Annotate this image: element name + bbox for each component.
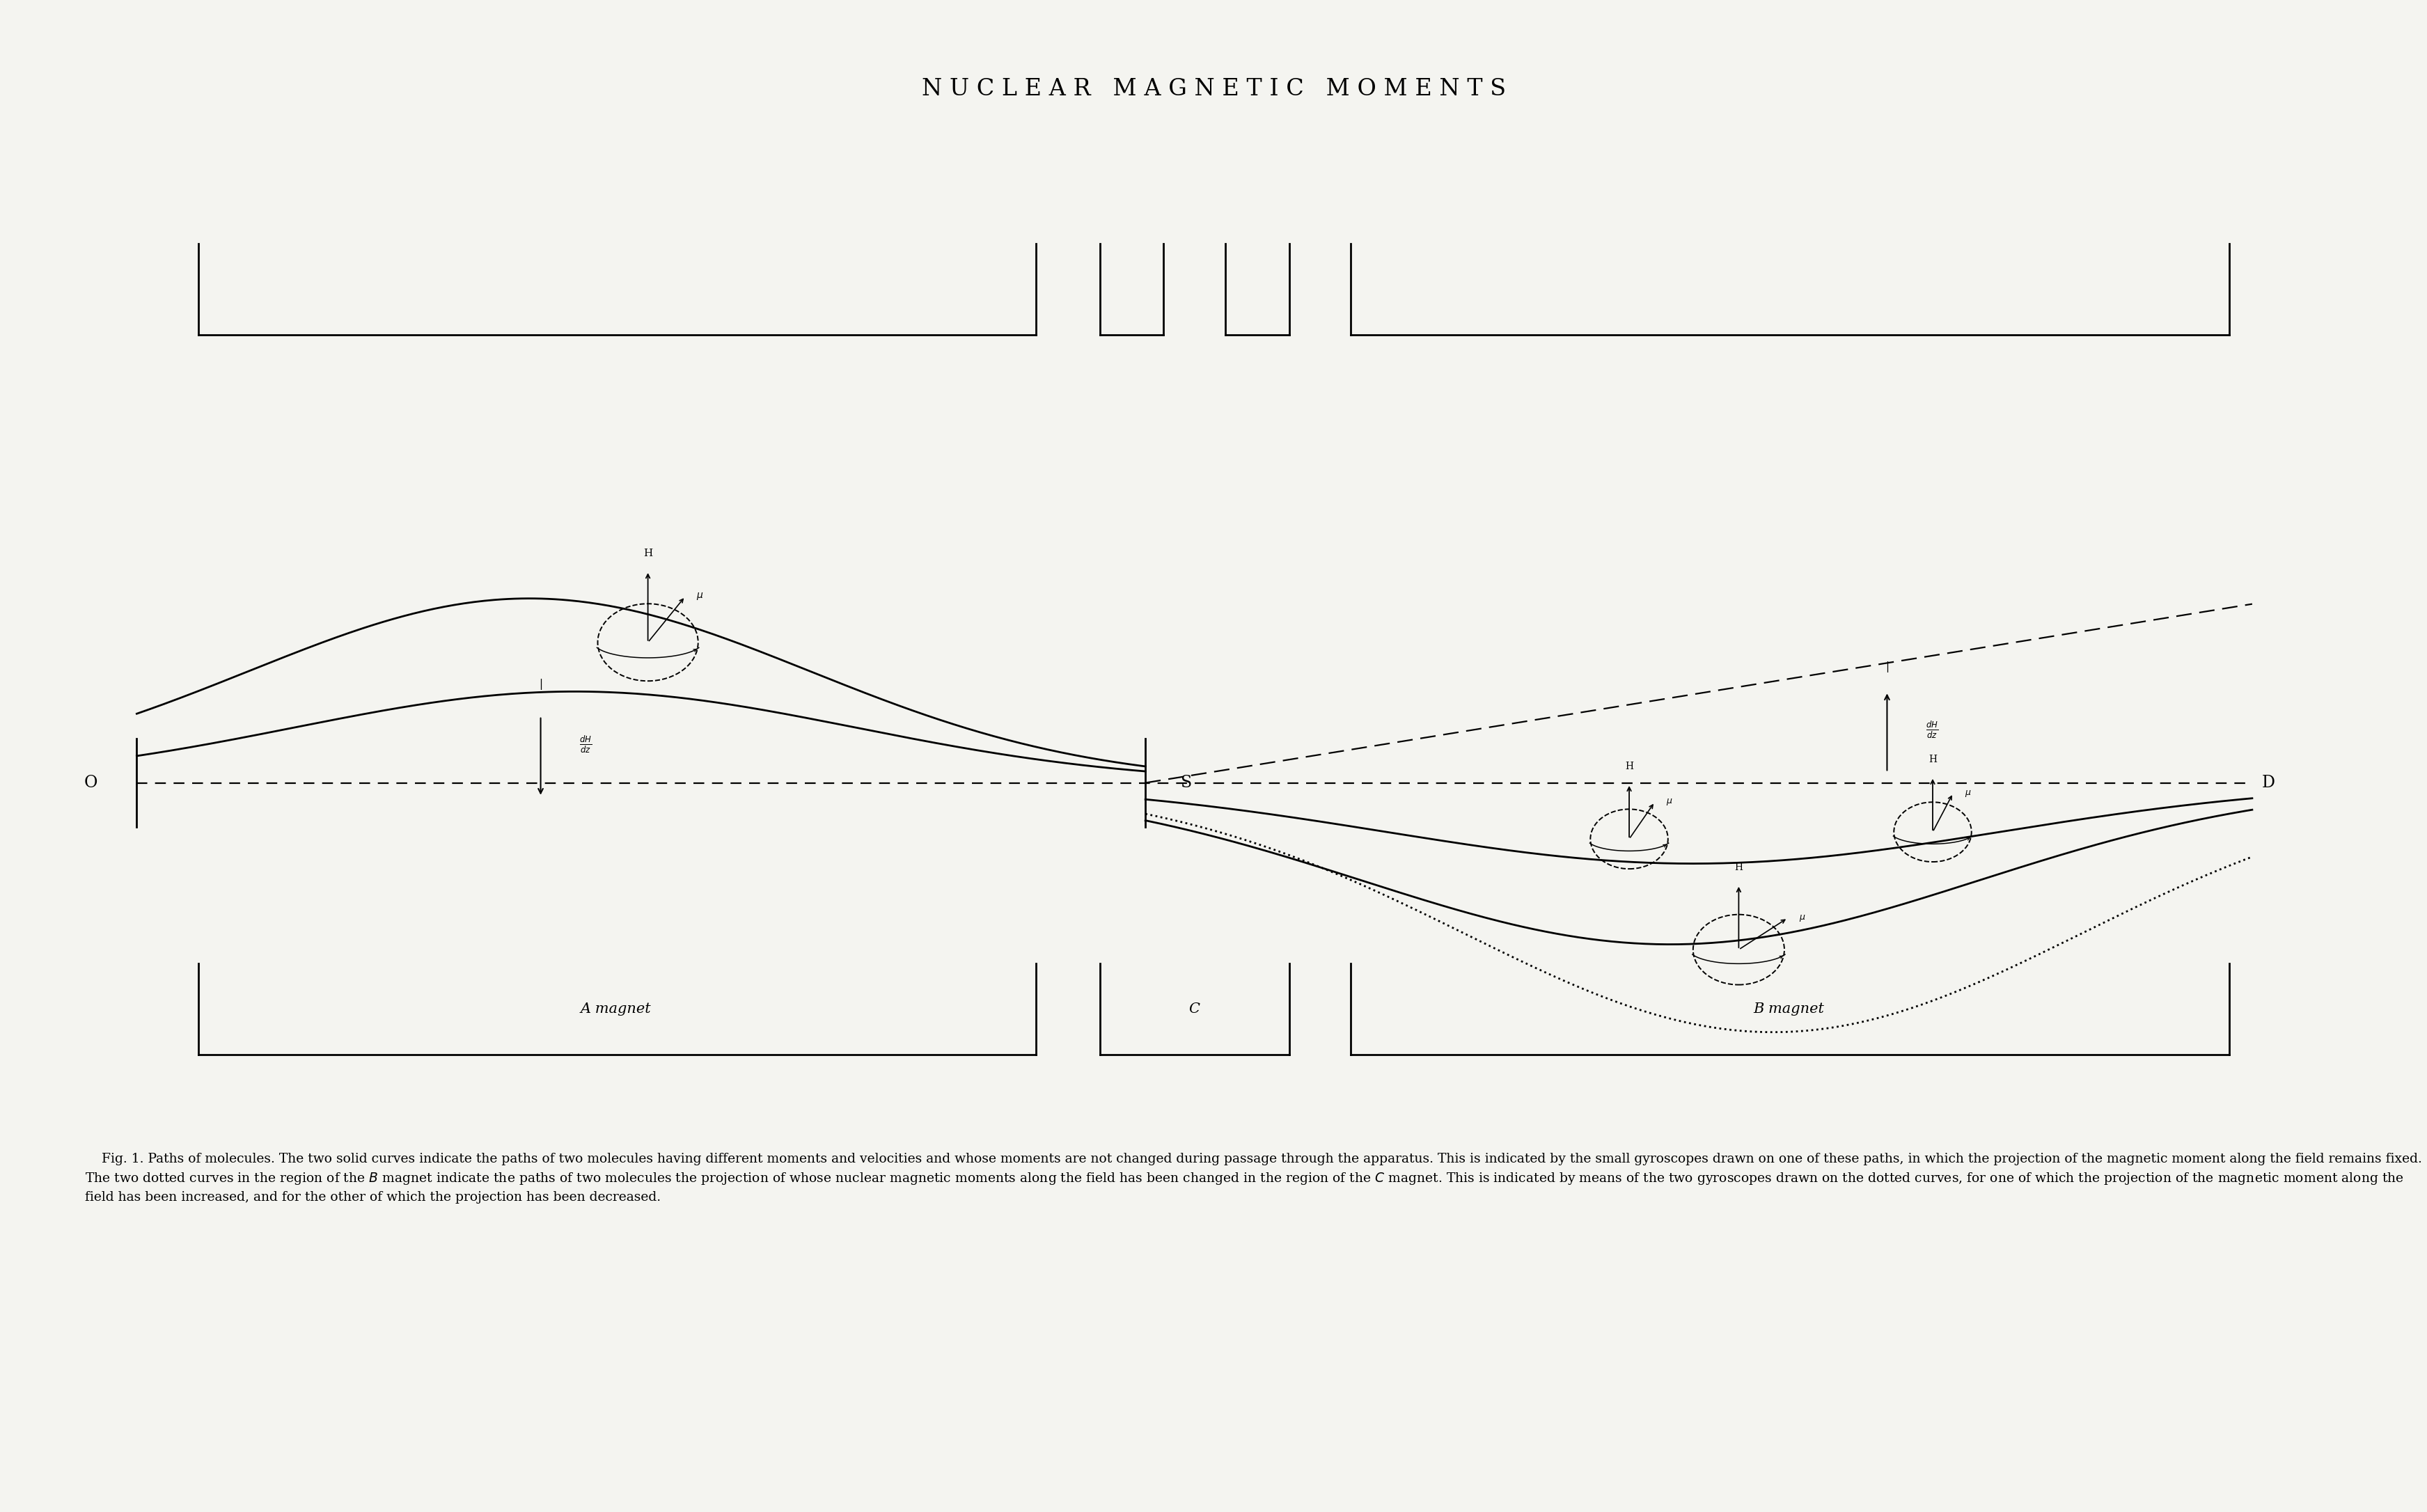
Text: S: S — [1180, 774, 1192, 791]
Text: $\frac{dH}{dz}$: $\frac{dH}{dz}$ — [580, 733, 592, 754]
Text: N U C L E A R   M A G N E T I C   M O M E N T S: N U C L E A R M A G N E T I C M O M E N … — [922, 79, 1505, 100]
Text: $\mu$: $\mu$ — [1798, 913, 1806, 922]
Text: H: H — [1624, 762, 1633, 771]
Text: D: D — [2262, 774, 2274, 791]
Text: H: H — [1927, 754, 1937, 765]
Text: $|$: $|$ — [539, 677, 541, 691]
Text: $\mu$: $\mu$ — [1963, 788, 1971, 798]
Text: C: C — [1189, 1002, 1199, 1016]
Text: Fig. 1. Paths of molecules. The two solid curves indicate the paths of two molec: Fig. 1. Paths of molecules. The two soli… — [85, 1152, 2422, 1204]
Text: O: O — [85, 774, 97, 791]
Text: H: H — [643, 549, 653, 558]
Text: $|$: $|$ — [1886, 661, 1888, 674]
Text: $\mu$: $\mu$ — [1665, 797, 1672, 807]
Text: A magnet: A magnet — [580, 1002, 650, 1016]
Text: B magnet: B magnet — [1752, 1002, 1823, 1016]
Text: H: H — [1733, 863, 1743, 872]
Text: $\frac{dH}{dz}$: $\frac{dH}{dz}$ — [1925, 720, 1937, 741]
Text: $\mu$: $\mu$ — [697, 591, 704, 602]
